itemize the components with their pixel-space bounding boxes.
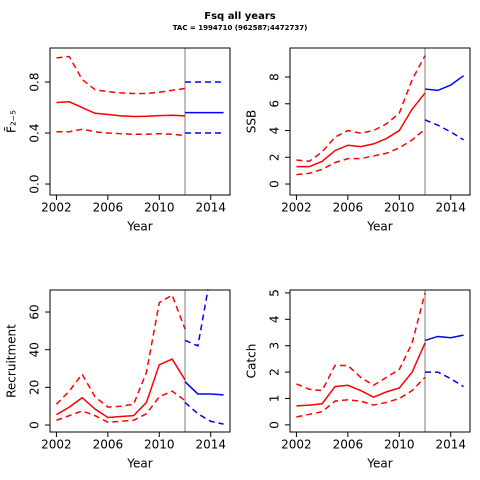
x-tick-label: 2006 <box>93 438 124 452</box>
series-line <box>56 55 186 95</box>
y-axis-label: F̄₂₋₅ <box>4 110 18 133</box>
series-line <box>184 381 224 396</box>
y-tick-label: 0.0 <box>28 174 42 193</box>
series-line <box>296 342 426 407</box>
series-line <box>56 101 186 118</box>
series-line <box>184 401 224 425</box>
series-line <box>424 119 464 141</box>
plot-area <box>296 290 464 432</box>
y-tick-label: 5 <box>268 289 282 297</box>
y-tick-label: 0.4 <box>28 123 42 142</box>
series-line <box>296 128 426 176</box>
x-tick-label: 2002 <box>41 201 72 215</box>
y-tick-label: 2 <box>268 153 282 161</box>
y-tick-label: 8 <box>268 73 282 81</box>
x-tick-label: 2014 <box>195 201 226 215</box>
y-tick-label: 2 <box>268 368 282 376</box>
x-axis-label: Year <box>126 457 152 471</box>
x-tick-label: 2002 <box>281 201 312 215</box>
figure-subtitle: TAC = 1994710 (962587;4472737) <box>173 24 308 32</box>
series-line <box>424 334 464 342</box>
y-tick-label: 60 <box>28 304 42 319</box>
plot-area <box>55 290 224 432</box>
plot-frame <box>49 289 231 433</box>
x-axis-label: Year <box>366 457 392 471</box>
y-tick-label: 0 <box>268 180 282 188</box>
x-tick-label: 2014 <box>195 438 226 452</box>
series-line <box>296 292 426 392</box>
plot-area <box>56 48 224 195</box>
series-line <box>425 371 464 388</box>
y-tick-label: 0.8 <box>28 72 42 91</box>
y-tick-label: 3 <box>268 342 282 350</box>
y-tick-label: 0 <box>268 421 282 429</box>
plot-frame <box>289 47 471 196</box>
series-line <box>296 92 426 168</box>
plot-frame <box>49 47 231 196</box>
x-tick-label: 2006 <box>333 201 364 215</box>
plot-area <box>296 48 465 195</box>
y-tick-label: 6 <box>268 100 282 108</box>
x-tick-label: 2010 <box>144 201 175 215</box>
x-tick-label: 2010 <box>384 438 415 452</box>
x-tick-label: 2002 <box>41 438 72 452</box>
x-axis-label: Year <box>126 220 152 234</box>
series-line <box>56 358 186 419</box>
y-tick-label: 4 <box>268 127 282 135</box>
x-tick-label: 2014 <box>435 438 466 452</box>
series-line <box>296 376 426 418</box>
x-axis-label: Year <box>366 220 392 234</box>
series-line <box>296 55 426 163</box>
y-axis-label: SSB <box>245 110 259 133</box>
x-tick-label: 2006 <box>93 201 124 215</box>
y-tick-label: 4 <box>268 315 282 323</box>
series-line <box>55 293 186 408</box>
y-tick-label: 20 <box>28 380 42 395</box>
x-tick-label: 2002 <box>281 438 312 452</box>
x-tick-label: 2010 <box>384 201 415 215</box>
y-tick-label: 0 <box>28 421 42 429</box>
series-line <box>184 290 209 347</box>
x-tick-label: 2006 <box>333 438 364 452</box>
series-line <box>56 390 186 423</box>
series-line <box>424 75 465 92</box>
y-axis-label: Recruitment <box>5 324 19 398</box>
y-tick-label: 1 <box>268 395 282 403</box>
plot-frame <box>289 289 471 433</box>
y-tick-label: 40 <box>28 342 42 357</box>
x-tick-label: 2010 <box>144 438 175 452</box>
y-axis-label: Catch <box>245 344 259 379</box>
x-tick-label: 2014 <box>435 201 466 215</box>
figure-title: Fsq all years <box>204 11 275 22</box>
series-line <box>56 128 186 137</box>
